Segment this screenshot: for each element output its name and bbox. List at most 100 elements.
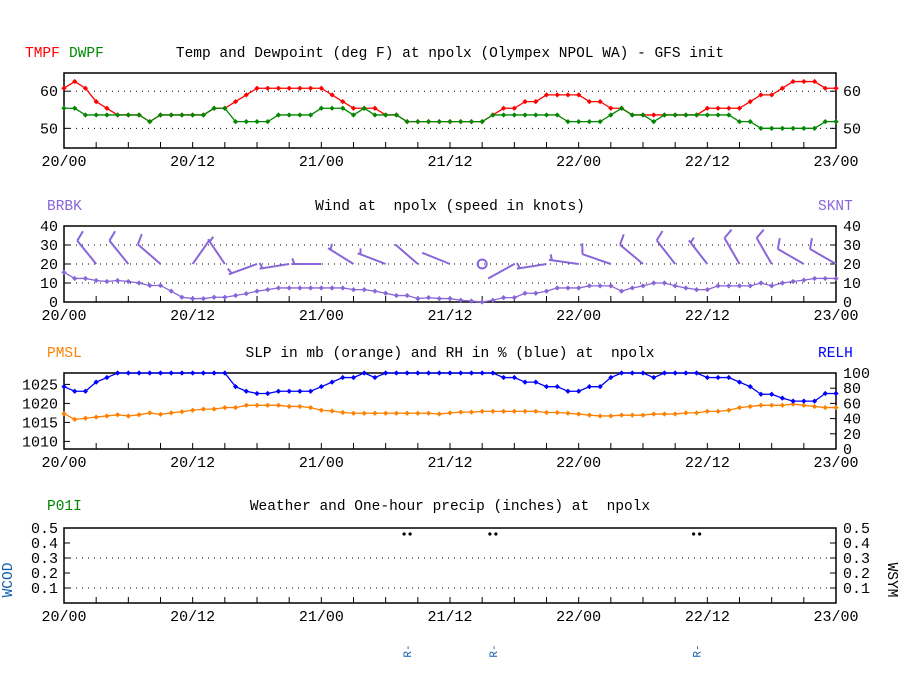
data-point-pmsl (243, 402, 249, 408)
data-point-dwpf (415, 119, 421, 125)
wind-barb-stem (137, 243, 162, 265)
data-point-sknt (500, 295, 507, 301)
data-point-relh (468, 370, 475, 376)
panel-2: 20/00 20/12 21/00 21/12 22/00 22/12 23/0001020… (40, 219, 861, 325)
data-point-tmpf (329, 92, 335, 98)
y-tick-label-left: 1015 (22, 415, 58, 432)
data-point-pmsl (254, 402, 260, 408)
data-point-relh (211, 370, 217, 376)
data-point-relh (715, 374, 721, 381)
data-point-dwpf (769, 125, 775, 131)
pmsl-label: PMSL (47, 346, 82, 362)
x-tick-label: 22/00 (556, 609, 601, 626)
wind-barb-stem (394, 243, 419, 265)
data-point-relh (222, 370, 228, 376)
data-point-pmsl (147, 410, 153, 416)
data-point-sknt (125, 278, 131, 285)
data-point-pmsl (693, 410, 700, 416)
data-point-tmpf (72, 78, 78, 85)
data-point-sknt (801, 277, 807, 283)
y-tick-label-right: 50 (843, 121, 861, 138)
data-point-relh (447, 370, 453, 376)
data-point-pmsl (618, 412, 625, 418)
data-point-pmsl (704, 408, 710, 415)
data-point-pmsl (425, 410, 432, 416)
data-point-dwpf (672, 112, 678, 118)
data-point-sknt (147, 282, 153, 289)
data-point-relh (651, 374, 657, 381)
wind-barb (207, 236, 226, 265)
data-point-relh (125, 370, 131, 376)
data-point-tmpf (597, 98, 603, 105)
wind-barb (487, 263, 515, 280)
wind-barb (136, 233, 162, 265)
wind-barb-stem (421, 251, 451, 265)
x-tick-label: 22/00 (556, 308, 601, 325)
wind-barb-full-tick (108, 230, 116, 242)
data-point-tmpf (586, 98, 593, 105)
data-point-pmsl (340, 409, 346, 416)
data-point-pmsl (190, 407, 196, 413)
data-point-relh (243, 388, 249, 394)
x-tick-label: 23/00 (813, 308, 858, 325)
y-tick-label-left: 0.1 (31, 581, 58, 598)
wind-barb-full-tick (655, 230, 664, 241)
data-point-relh (511, 374, 517, 381)
data-point-dwpf (286, 112, 292, 118)
data-point-dwpf (72, 105, 78, 111)
wind-barb-full-tick (723, 228, 733, 239)
data-point-pmsl (211, 406, 217, 412)
data-point-pmsl (415, 410, 421, 416)
data-point-tmpf (811, 78, 818, 85)
data-point-dwpf (458, 119, 464, 125)
data-point-relh (801, 398, 807, 404)
data-point-pmsl (565, 410, 571, 416)
data-point-pmsl (297, 403, 303, 410)
data-point-dwpf (511, 112, 517, 118)
data-point-tmpf (372, 105, 378, 111)
wind-barb-full-tick (776, 237, 781, 250)
data-point-tmpf (747, 98, 753, 105)
y-tick-label-right: 0.3 (843, 551, 870, 568)
data-point-relh (822, 390, 828, 397)
data-point-dwpf (318, 105, 324, 111)
data-point-dwpf (104, 112, 110, 118)
wind-barb-half-tick (549, 254, 553, 261)
data-point-sknt (833, 275, 839, 282)
wind-barb-half-tick (227, 267, 233, 274)
data-point-dwpf (758, 125, 764, 131)
series-line-dwpf (64, 107, 836, 129)
data-point-dwpf (211, 105, 217, 111)
data-point-relh (458, 370, 464, 376)
data-point-sknt (350, 287, 357, 293)
y-tick-label-right: 80 (843, 381, 861, 398)
data-point-relh (200, 370, 207, 376)
x-tick-label: 21/12 (427, 455, 472, 472)
dwpf-label: DWPF (69, 46, 104, 62)
x-tick-label: 20/00 (41, 455, 86, 472)
data-point-relh (372, 374, 378, 381)
data-point-tmpf (232, 98, 239, 105)
wind-barb-stem (655, 239, 676, 265)
data-point-sknt (222, 294, 228, 300)
data-point-sknt (811, 275, 818, 282)
data-point-dwpf (136, 112, 142, 118)
data-point-sknt (254, 288, 260, 294)
wind-barb-half-tick (516, 262, 521, 269)
data-point-sknt (479, 299, 485, 305)
data-point-relh (275, 388, 282, 394)
data-point-tmpf (779, 85, 786, 91)
data-point-dwpf (683, 112, 689, 118)
data-point-relh (500, 374, 507, 381)
y-tick-label-left: 0.5 (31, 521, 58, 538)
data-point-tmpf (307, 85, 314, 91)
data-point-pmsl (383, 410, 389, 416)
data-point-pmsl (769, 402, 775, 408)
x-tick-label: 22/12 (685, 154, 730, 171)
data-point-relh (425, 370, 432, 376)
panel-1: 20/00 20/12 21/00 21/12 22/00 22/12 23/00 50 60 5… (40, 72, 861, 171)
wind-barb-full-tick (136, 233, 143, 245)
data-point-pmsl (758, 402, 764, 408)
y-tick-label-right: 10 (843, 276, 861, 293)
